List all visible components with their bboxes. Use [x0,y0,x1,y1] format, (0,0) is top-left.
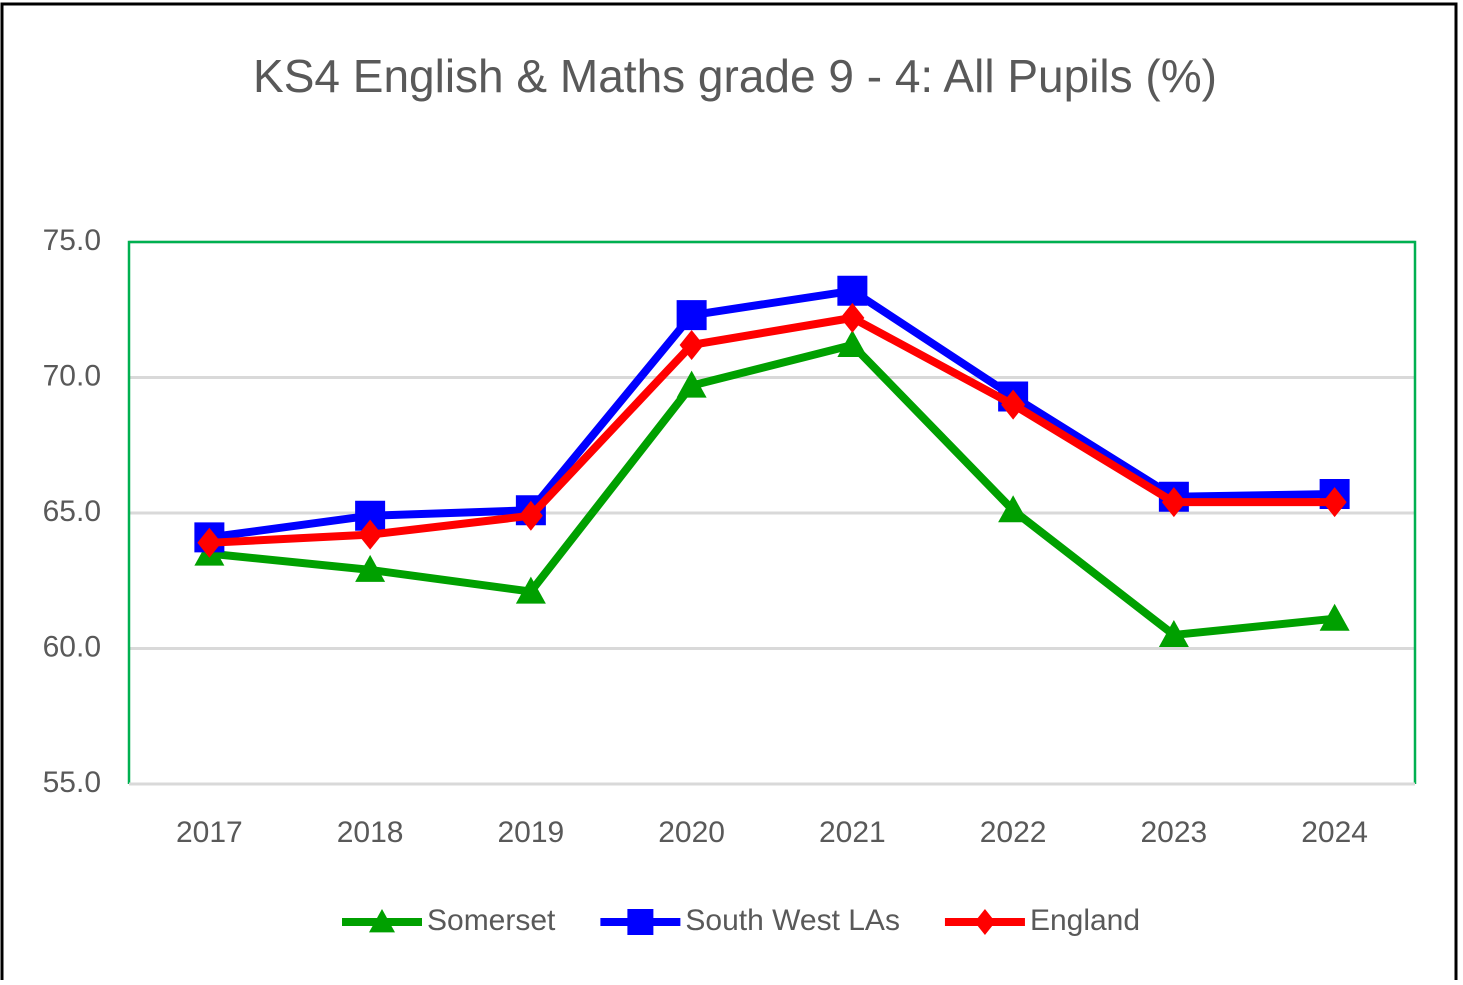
data-point [1158,619,1189,647]
legend-marker [627,909,654,935]
plot-border [127,240,1417,784]
data-point [837,329,868,357]
chart-title: KS4 English & Maths grade 9 - 4: All Pup… [253,50,1217,102]
series-line [208,286,1335,542]
legend-marker [974,909,996,935]
data-point [355,500,386,531]
data-point [1322,487,1347,518]
data-point [676,300,707,331]
x-tick-label: 2018 [337,816,404,849]
data-point [837,275,868,306]
data-point [1001,389,1026,420]
data-point [358,519,383,550]
x-tick-label: 2017 [176,816,243,849]
series-line [208,340,1336,639]
data-point [998,495,1029,523]
data-point [679,329,704,360]
data-point [355,554,386,582]
x-tick-label: 2021 [819,816,886,849]
legend-item: Somerset [342,904,556,937]
y-tick-label: 75.0 [43,224,101,257]
series-line [209,313,1335,547]
y-tick-label: 65.0 [43,495,101,528]
data-point [197,527,222,558]
y-tick-label: 70.0 [43,359,101,392]
x-tick-label: 2024 [1301,816,1368,849]
data-point [515,576,546,604]
data-point [840,302,865,333]
legend-label: Somerset [427,904,556,937]
data-point [1319,603,1350,631]
legend-marker [369,909,395,933]
data-point [1161,487,1186,518]
x-tick-label: 2022 [980,816,1047,849]
x-tick-label: 2019 [498,816,565,849]
y-tick-label: 60.0 [43,630,101,663]
data-point [676,370,707,398]
legend-label: South West LAs [685,904,900,937]
x-tick-label: 2020 [658,816,725,849]
x-tick-label: 2023 [1141,816,1208,849]
y-tick-label: 55.0 [43,766,101,799]
legend-item: England [944,904,1140,937]
legend-item: South West LAs [600,904,900,937]
legend-label: England [1030,904,1140,937]
data-point [518,500,543,531]
